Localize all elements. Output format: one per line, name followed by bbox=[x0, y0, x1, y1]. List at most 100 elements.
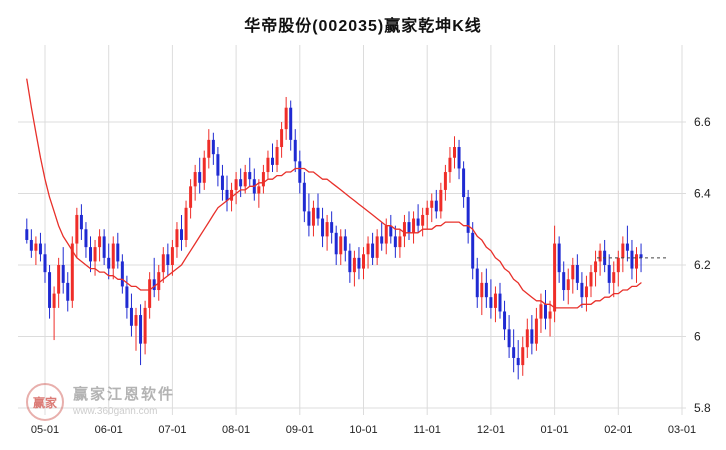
brand-logo-icon: 赢家 bbox=[26, 383, 64, 421]
candle-body bbox=[366, 243, 370, 255]
candle-body bbox=[330, 222, 334, 233]
candle-body bbox=[243, 172, 247, 187]
candle-body bbox=[298, 161, 302, 183]
candle-body bbox=[402, 222, 406, 237]
candle-body bbox=[111, 243, 115, 269]
candle-body bbox=[293, 139, 297, 162]
candle-body bbox=[503, 311, 507, 330]
candle-body bbox=[148, 279, 152, 308]
candle-body bbox=[421, 214, 425, 226]
candle-body bbox=[29, 239, 33, 251]
candle-body bbox=[398, 236, 402, 248]
candle-body bbox=[580, 282, 584, 298]
candle-body bbox=[211, 139, 215, 155]
candle-body bbox=[544, 304, 547, 319]
ma-line bbox=[26, 78, 642, 309]
candle-body bbox=[512, 347, 516, 358]
y-axis-label: 5.8 bbox=[694, 401, 711, 415]
candle-body bbox=[220, 175, 224, 190]
candle-body bbox=[566, 279, 570, 291]
candle-body bbox=[143, 307, 147, 344]
candle-body bbox=[230, 189, 234, 201]
x-axis-label: 09-01 bbox=[286, 424, 314, 436]
candle-body bbox=[621, 243, 625, 258]
candle-body bbox=[79, 214, 83, 230]
candle-body bbox=[489, 297, 493, 308]
candle-body bbox=[180, 229, 183, 240]
x-axis-label: 01-01 bbox=[541, 424, 569, 436]
candle-body bbox=[116, 243, 120, 262]
candle-body bbox=[75, 214, 79, 244]
candle-body bbox=[120, 261, 124, 287]
candle-body bbox=[425, 207, 429, 215]
candle-body bbox=[184, 207, 188, 240]
candle-body bbox=[302, 182, 306, 212]
candle-body bbox=[457, 147, 461, 169]
candle-body bbox=[61, 265, 65, 283]
candle-body bbox=[248, 172, 252, 180]
candle-body bbox=[498, 293, 502, 312]
candle-body bbox=[189, 186, 193, 208]
candle-body bbox=[280, 129, 284, 148]
candle-body bbox=[57, 265, 61, 294]
candle-body bbox=[571, 265, 575, 280]
candle-body bbox=[198, 172, 202, 183]
candle-body bbox=[239, 179, 243, 187]
candle-body bbox=[371, 243, 375, 258]
candle-body bbox=[125, 286, 129, 308]
candle-body bbox=[175, 229, 179, 248]
candle-body bbox=[289, 107, 293, 140]
candle-body bbox=[261, 172, 265, 187]
candle-body bbox=[453, 147, 456, 158]
watermark-url: www.360gann.com bbox=[73, 406, 158, 417]
candle-body bbox=[207, 139, 211, 158]
candle-body bbox=[311, 207, 315, 226]
candle-body bbox=[139, 315, 143, 344]
y-axis-label: 6 bbox=[694, 330, 701, 344]
candle-body bbox=[630, 250, 634, 269]
candle-body bbox=[343, 236, 347, 251]
candle-body bbox=[193, 172, 197, 187]
candle-body bbox=[70, 243, 74, 301]
candle-body bbox=[339, 236, 343, 255]
candle-body bbox=[43, 254, 47, 273]
watermark: 赢家 赢家江恩软件 www.360gann.com bbox=[26, 383, 175, 421]
candle-body bbox=[584, 286, 588, 298]
candle-body bbox=[598, 250, 602, 262]
candle-body bbox=[439, 189, 443, 212]
candle-body bbox=[548, 311, 552, 319]
candle-body bbox=[84, 229, 88, 248]
candle-body bbox=[616, 257, 620, 273]
candle-body bbox=[321, 218, 325, 237]
candle-body bbox=[316, 207, 320, 219]
x-axis-label: 11-01 bbox=[414, 424, 441, 436]
candle-body bbox=[102, 236, 106, 258]
candle-body bbox=[393, 236, 397, 248]
candle-body bbox=[234, 179, 238, 190]
candle-body bbox=[525, 329, 529, 348]
candle-body bbox=[202, 157, 206, 183]
candle-body bbox=[152, 279, 156, 291]
candle-body bbox=[516, 357, 520, 366]
candle-body bbox=[66, 282, 70, 301]
candle-body bbox=[362, 254, 365, 269]
watermark-text: 赢家江恩软件 www.360gann.com bbox=[73, 386, 175, 418]
candle-body bbox=[157, 272, 161, 291]
candle-body bbox=[107, 257, 111, 269]
candle-body bbox=[635, 254, 638, 269]
candle-body bbox=[493, 293, 497, 308]
y-axis-label: 6.4 bbox=[694, 187, 711, 201]
candle-body bbox=[257, 186, 261, 194]
candle-body bbox=[462, 168, 466, 198]
candle-body bbox=[484, 282, 488, 298]
candle-body bbox=[557, 243, 561, 273]
candle-body bbox=[161, 254, 165, 273]
candle-body bbox=[475, 268, 479, 298]
candle-body bbox=[625, 243, 629, 251]
candle-body bbox=[34, 243, 38, 251]
x-axis-label: 07-01 bbox=[158, 424, 186, 436]
x-axis-label: 12-01 bbox=[477, 424, 505, 436]
candle-body bbox=[89, 247, 92, 262]
